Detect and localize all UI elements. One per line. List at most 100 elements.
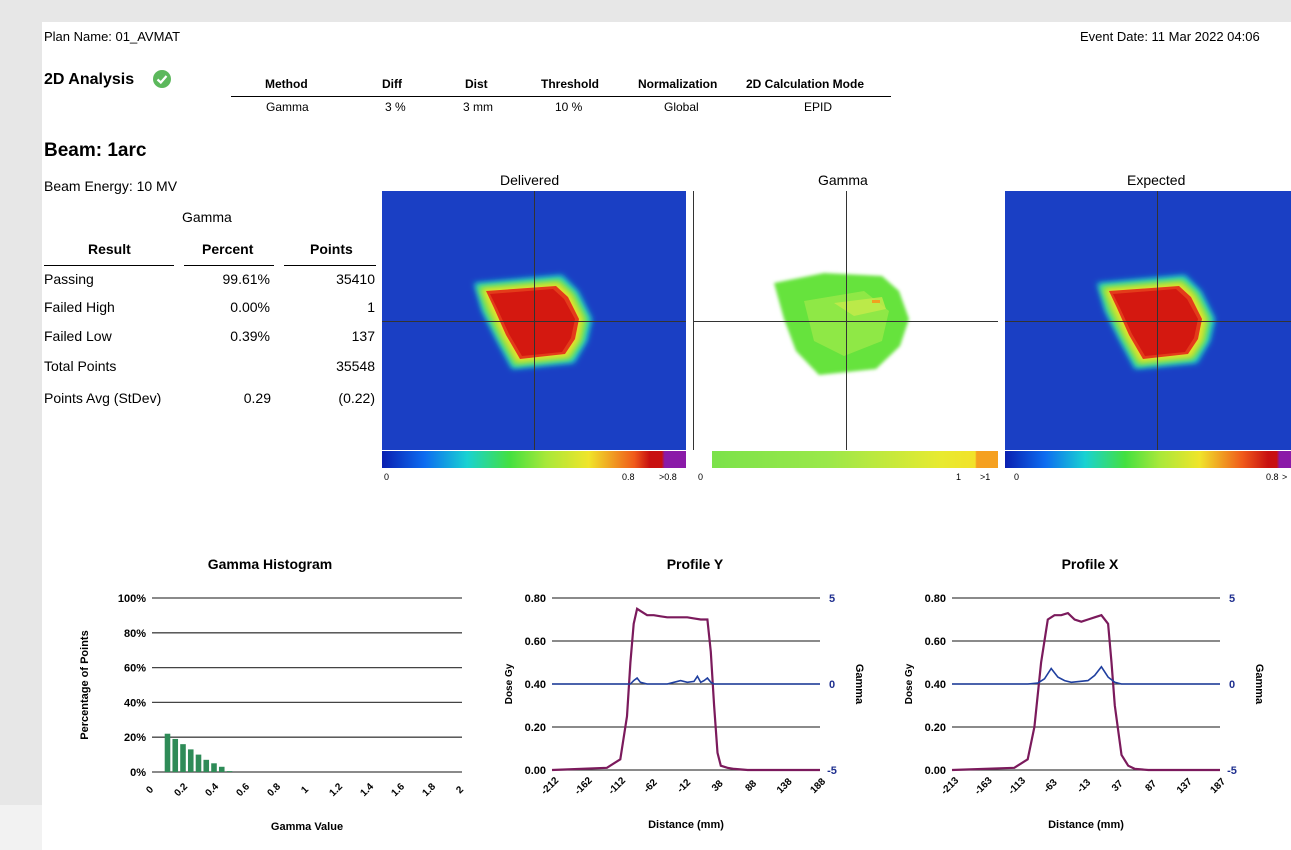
y-tick-label: 100% <box>118 593 146 605</box>
val-method: Gamma <box>266 100 309 114</box>
y2-tick-label: 0 <box>829 679 835 691</box>
check-circle-icon <box>153 70 171 88</box>
histogram-bar <box>180 744 186 772</box>
x-tick-label: -62 <box>642 777 660 795</box>
profile-x-title: Profile X <box>1061 556 1119 572</box>
x-tick-label: -113 <box>1006 775 1028 797</box>
histogram-bar <box>172 738 179 772</box>
x-tick-label: 1.4 <box>358 781 376 799</box>
row-failed-high-points: 1 <box>367 299 375 315</box>
gamma-group-label: Gamma <box>182 209 232 225</box>
y2-tick-label: -5 <box>1227 765 1237 777</box>
expected-title: Expected <box>1127 172 1186 188</box>
x-tick-label: 188 <box>808 776 828 796</box>
x-axis-label: Gamma Value <box>271 821 343 833</box>
expected-color-scale <box>1005 451 1291 468</box>
histogram-bar <box>226 771 233 772</box>
x-tick-label: 1.8 <box>420 781 438 799</box>
x-tick-label: -212 <box>539 775 561 797</box>
y-tick-label: 0.40 <box>525 679 546 691</box>
y-tick-label: 0.20 <box>925 722 946 734</box>
x-tick-label: 137 <box>1175 776 1195 796</box>
delivered-dose-map[interactable] <box>382 191 686 450</box>
expected-dose-map[interactable] <box>1005 191 1291 450</box>
delivered-title: Delivered <box>500 172 560 188</box>
col-threshold: Threshold <box>541 77 600 91</box>
y-tick-label: 0.20 <box>525 722 546 734</box>
row-failed-low-percent: 0.39% <box>230 328 270 344</box>
histogram-bar <box>164 733 171 772</box>
y2-axis-label: Gamma <box>1253 664 1265 705</box>
delivered-scale-over: >0.8 <box>659 472 677 482</box>
col-method: Method <box>265 77 308 91</box>
x-tick-label: 1.2 <box>327 781 345 799</box>
x-tick-label: 0.4 <box>203 781 221 799</box>
y2-tick-label: -5 <box>827 765 837 777</box>
dose-profile-line <box>551 607 820 772</box>
gamma-scale-min: 0 <box>698 472 704 482</box>
x-tick-label: -112 <box>606 775 628 797</box>
expected-scale-max: 0.8 <box>1266 472 1279 482</box>
x-tick-label: -162 <box>573 775 595 797</box>
histogram-bar <box>218 766 225 772</box>
row-passing-points: 35410 <box>336 271 375 287</box>
x-tick-label: -163 <box>973 775 995 797</box>
row-passing-label: Passing <box>44 271 94 287</box>
y-tick-label: 0% <box>130 767 146 779</box>
analysis-title: 2D Analysis <box>44 71 135 88</box>
row-failed-low-points: 137 <box>351 328 375 344</box>
x-tick-label: 37 <box>1110 778 1126 794</box>
col-diff: Diff <box>382 77 402 91</box>
val-dist: 3 mm <box>463 100 493 114</box>
x-tick-label: 1.6 <box>389 781 407 799</box>
row-failed-high-percent: 0.00% <box>230 299 270 315</box>
col-normalization: Normalization <box>638 77 718 91</box>
val-normalization: Global <box>664 100 699 114</box>
y2-tick-label: 0 <box>1229 679 1235 691</box>
y-tick-label: 20% <box>124 732 146 744</box>
y-tick-label: 0.00 <box>925 765 946 777</box>
x-axis-label: Distance (mm) <box>1048 819 1124 831</box>
y-axis-label: Dose Gy <box>904 663 915 704</box>
gamma-scale-max: 1 <box>956 472 962 482</box>
y-tick-label: 0.80 <box>525 593 546 605</box>
profile-y-title: Profile Y <box>666 556 724 572</box>
x-tick-label: -13 <box>1075 777 1093 795</box>
table-rule <box>231 96 891 97</box>
histogram-bar <box>203 759 210 772</box>
x-tick-label: -213 <box>939 775 961 797</box>
x-axis-label: Distance (mm) <box>648 819 724 831</box>
histogram-bar <box>211 763 217 772</box>
x-tick-label: 0.8 <box>265 781 283 799</box>
x-tick-label: 187 <box>1208 776 1228 796</box>
row-avg-value: 0.29 <box>243 390 271 406</box>
histogram-bar <box>195 754 202 772</box>
gamma-profile-line <box>552 674 820 685</box>
histogram-bar <box>187 749 194 772</box>
col-calc-mode: 2D Calculation Mode <box>746 77 865 91</box>
x-tick-label: 38 <box>710 778 726 794</box>
gamma-title: Gamma <box>818 172 868 188</box>
row-total-points: 35548 <box>336 358 375 374</box>
gamma-scale-over: >1 <box>980 472 991 482</box>
y-tick-label: 80% <box>124 628 146 640</box>
x-tick-label: 0.2 <box>172 781 190 799</box>
col-dist: Dist <box>465 77 488 91</box>
x-tick-label: 0 <box>144 784 156 796</box>
x-tick-label: 88 <box>743 778 759 794</box>
y-tick-label: 0.00 <box>525 765 546 777</box>
beam-energy: Beam Energy: 10 MV <box>44 178 178 194</box>
delivered-color-scale <box>382 451 686 468</box>
y-tick-label: 0.40 <box>925 679 946 691</box>
val-calc-mode: EPID <box>804 100 833 114</box>
beam-title: Beam: 1arc <box>44 140 147 161</box>
row-failed-high-label: Failed High <box>44 299 115 315</box>
gamma-profile-line <box>952 665 1220 685</box>
gamma-map[interactable] <box>694 191 998 450</box>
val-diff: 3 % <box>385 100 406 114</box>
row-passing-percent: 99.61% <box>222 271 270 287</box>
gamma-histogram-chart: 100% 80% 60% 40% 20% 0% 0 0.2 0.4 0.6 0.8 1 1.2 1.4 1.… <box>79 593 466 833</box>
y-tick-label: 0.60 <box>525 636 546 648</box>
expected-scale-min: 0 <box>1014 472 1020 482</box>
profile-x-chart: 0.80 0.60 0.40 0.20 0.00 5 0 -5 -213 -163 -113 -63-… <box>904 593 1265 831</box>
